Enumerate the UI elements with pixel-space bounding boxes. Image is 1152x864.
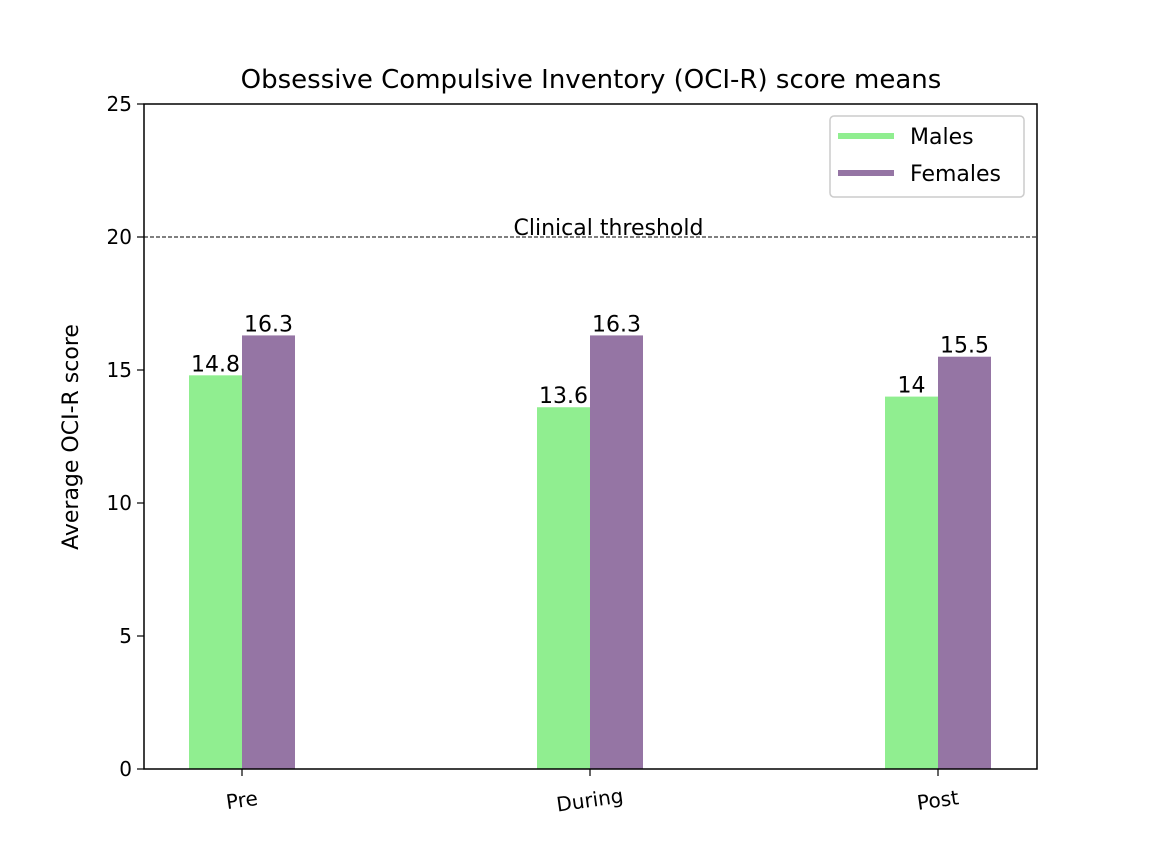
y-tick-label-20: 20 bbox=[107, 225, 132, 249]
bar-males-post bbox=[885, 396, 938, 769]
bar-females-during bbox=[590, 335, 643, 769]
legend-label-females: Females bbox=[910, 162, 1001, 187]
bar-label-males-post: 14 bbox=[898, 374, 926, 399]
x-tick-label-during: During bbox=[555, 783, 625, 816]
bar-label-females-during: 16.3 bbox=[592, 312, 641, 337]
y-tick-label-10: 10 bbox=[107, 491, 132, 515]
threshold-label: Clinical threshold bbox=[514, 216, 704, 241]
y-axis-label: Average OCI-R score bbox=[59, 324, 84, 550]
legend: Males Females bbox=[829, 115, 1025, 198]
y-tick-label-5: 5 bbox=[119, 624, 132, 648]
y-tick-label-25: 25 bbox=[107, 92, 132, 116]
axes-layer: 0 5 10 15 20 25 Pre During Post bbox=[107, 92, 1038, 817]
y-tick-label-15: 15 bbox=[107, 358, 132, 382]
bars-layer: 14.8 13.6 14 16.3 16.3 15.5 bbox=[189, 312, 991, 769]
x-tick-label-pre: Pre bbox=[224, 786, 259, 814]
threshold-layer: Clinical threshold bbox=[144, 216, 1037, 241]
legend-label-males: Males bbox=[910, 125, 974, 150]
bar-label-males-pre: 14.8 bbox=[191, 352, 240, 377]
bar-label-males-during: 13.6 bbox=[539, 384, 588, 409]
bar-males-pre bbox=[189, 375, 242, 769]
bar-label-females-post: 15.5 bbox=[940, 334, 989, 359]
bar-label-females-pre: 16.3 bbox=[244, 312, 293, 337]
bar-females-post bbox=[938, 356, 991, 769]
chart-title: Obsessive Compulsive Inventory (OCI-R) s… bbox=[241, 65, 942, 95]
bar-males-during bbox=[537, 407, 590, 769]
bar-females-pre bbox=[242, 335, 295, 769]
x-tick-label-post: Post bbox=[915, 785, 960, 815]
y-tick-label-0: 0 bbox=[119, 757, 132, 781]
